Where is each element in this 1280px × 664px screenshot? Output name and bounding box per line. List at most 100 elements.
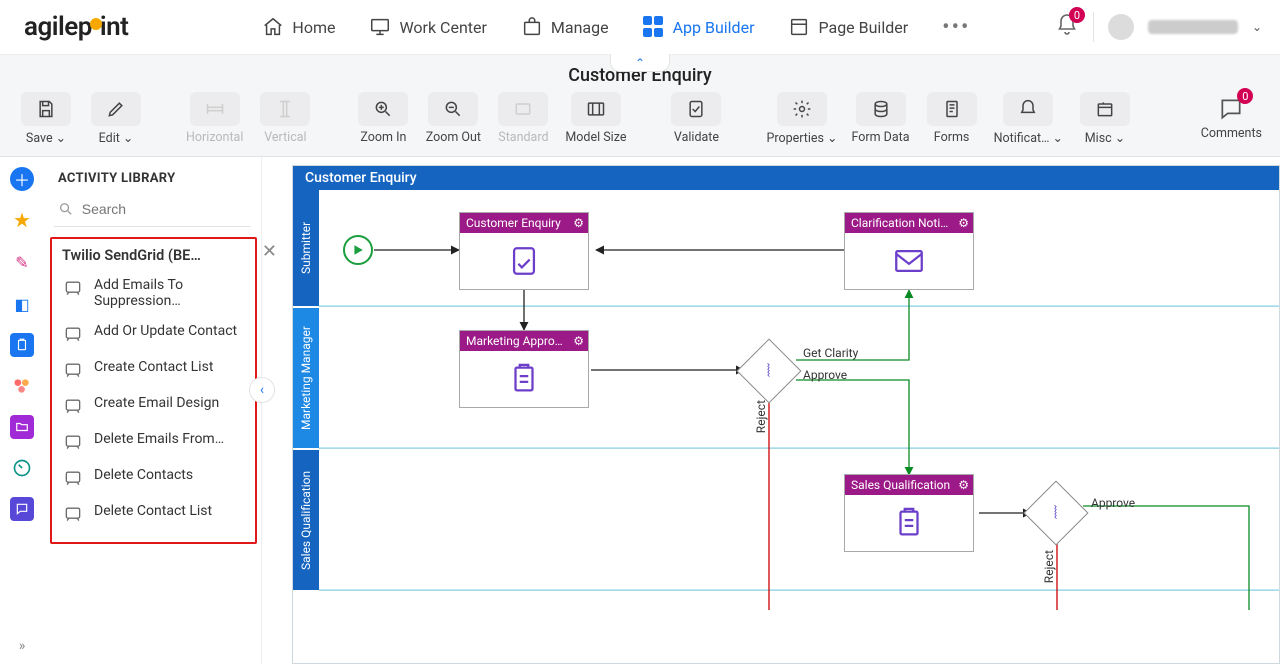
toolbar-notifications[interactable]: Notificat…⌄ [994, 92, 1063, 146]
nav-home[interactable]: Home [248, 10, 349, 44]
activity-item[interactable]: Delete Emails From… [60, 424, 247, 460]
activity-group-title: Twilio SendGrid (BE… [60, 247, 247, 264]
activity-item[interactable]: Add Or Update Contact [60, 316, 247, 352]
divider [1093, 12, 1094, 42]
lane-marketing[interactable]: Marketing Manager [293, 308, 319, 448]
toolbar-comments[interactable]: 0 Comments [1201, 92, 1262, 141]
toolbar-standard-label: Standard [498, 130, 548, 145]
toolbar-model-size[interactable]: Model Size [565, 92, 626, 145]
toolbar-form-data[interactable]: Form Data [851, 92, 909, 145]
gear-icon[interactable]: ⚙ [573, 334, 584, 348]
toolbar-edit[interactable]: Edit⌄ [88, 92, 144, 146]
rail-process[interactable]: ◧ [9, 291, 35, 317]
rail-favorites[interactable]: ★ [9, 207, 35, 233]
toolbar-horizontal[interactable]: Horizontal [186, 92, 243, 145]
activity-icon [62, 323, 84, 345]
rail-add[interactable]: ＋ [10, 167, 34, 191]
node-customer-enquiry[interactable]: Customer Enquiry⚙ [459, 212, 589, 290]
activity-group: ✕ Twilio SendGrid (BE… Add Emails To Sup… [50, 237, 257, 544]
chevron-down-icon: ⌄ [1115, 130, 1125, 146]
toolbar-standard[interactable]: Standard [495, 92, 551, 145]
toolbar-validate[interactable]: Validate [668, 92, 724, 145]
activity-item-label: Delete Emails From… [94, 431, 224, 447]
activity-item-label: Add Emails To Suppression… [94, 277, 245, 309]
gateway-2[interactable]: ⦚ [1023, 480, 1088, 545]
rail-shapes[interactable] [9, 373, 35, 399]
edge-get-clarity: Get Clarity [803, 346, 858, 360]
activity-item[interactable]: Delete Contacts [60, 460, 247, 496]
activity-item-label: Add Or Update Contact [94, 323, 237, 339]
brand-logo: agilepint [24, 12, 128, 42]
rail-clipboard[interactable] [10, 333, 34, 357]
toolbar-save[interactable]: Save⌄ [18, 92, 74, 146]
rail-chat[interactable] [10, 497, 34, 521]
process-canvas[interactable]: Customer Enquiry Submitter Marketing Man… [292, 165, 1280, 664]
canvas-wrap: Customer Enquiry Submitter Marketing Man… [262, 157, 1280, 664]
apps-icon [643, 16, 665, 38]
lane-sales[interactable]: Sales Qualification [293, 450, 319, 590]
activity-item[interactable]: Add Emails To Suppression… [60, 270, 247, 316]
toolbar-zoom-in-label: Zoom In [360, 130, 406, 145]
toolbar-horizontal-label: Horizontal [186, 130, 243, 145]
rail-edit[interactable]: ✎ [9, 249, 35, 275]
nav-app-builder-label: App Builder [673, 18, 755, 37]
toolbar-form-data-label: Form Data [851, 130, 909, 145]
rail-folder[interactable] [10, 415, 34, 439]
lane-submitter[interactable]: Submitter [293, 190, 319, 306]
activity-item[interactable]: Create Email Design [60, 388, 247, 424]
nav-manage[interactable]: Manage [507, 10, 623, 44]
activity-search-input[interactable] [82, 201, 247, 217]
gateway-1[interactable]: ⦚ [736, 338, 801, 403]
toolbar-comments-label: Comments [1201, 126, 1262, 141]
user-avatar[interactable] [1108, 14, 1134, 40]
top-nav: agilepint Home Work Center Manage App Bu… [0, 0, 1280, 55]
node-marketing-approval[interactable]: Marketing Approval⚙ [459, 330, 589, 408]
user-menu-caret[interactable]: ⌄ [1252, 20, 1262, 34]
rail-analytics[interactable] [9, 455, 35, 481]
nav-page-builder[interactable]: Page Builder [774, 10, 922, 44]
nav-more[interactable]: ••• [928, 15, 984, 40]
toolbar-zoom-out-label: Zoom Out [426, 130, 481, 145]
nav-work-center[interactable]: Work Center [355, 10, 500, 44]
toolbar-vertical[interactable]: Vertical [257, 92, 313, 145]
node-sales-qualification-title: Sales Qualification [851, 478, 950, 492]
activity-item[interactable]: Create Contact List [60, 352, 247, 388]
node-clarification-title: Clarification Notifi… [851, 216, 955, 230]
edge-reject-2: Reject [1042, 550, 1056, 583]
toolbar-validate-label: Validate [674, 130, 719, 145]
toolbar-properties[interactable]: Properties⌄ [766, 92, 837, 146]
toolbar-zoom-in[interactable]: Zoom In [355, 92, 411, 145]
gear-icon[interactable]: ⚙ [573, 216, 584, 230]
nav-app-builder[interactable]: App Builder [629, 10, 769, 44]
secondary-bar: ⌃ Customer Enquiry Save⌄ Edit⌄ Horizonta… [0, 55, 1280, 157]
activity-search[interactable] [54, 196, 251, 227]
toolbar-misc[interactable]: Misc⌄ [1077, 92, 1133, 146]
notifications-button[interactable]: 0 [1055, 13, 1079, 41]
edge-approve-2: Approve [1091, 496, 1135, 510]
gear-icon[interactable]: ⚙ [958, 478, 969, 492]
chevron-down-icon: ⌄ [827, 130, 837, 146]
edge-approve: Approve [803, 368, 847, 382]
chevron-down-icon: ⌄ [1052, 130, 1062, 146]
collapse-topbar[interactable]: ⌃ [610, 54, 670, 72]
start-event[interactable] [343, 235, 373, 265]
gear-icon[interactable]: ⚙ [958, 216, 969, 230]
activity-icon [62, 503, 84, 525]
toolbar-misc-label: Misc [1085, 131, 1112, 146]
toolbar: Save⌄ Edit⌄ Horizontal Vertical Zoom In [0, 92, 1280, 156]
edge-reject: Reject [754, 400, 768, 433]
activity-item-label: Create Email Design [94, 395, 219, 411]
toolbar-zoom-out[interactable]: Zoom Out [425, 92, 481, 145]
toolbar-forms[interactable]: Forms [924, 92, 980, 145]
node-sales-qualification[interactable]: Sales Qualification ⚙ [844, 474, 974, 552]
comments-badge: 0 [1237, 88, 1253, 104]
nav-right: 0 ⌄ [1055, 12, 1262, 42]
rail-expand[interactable]: » [19, 638, 26, 654]
activity-item-label: Delete Contact List [94, 503, 212, 519]
node-marketing-approval-title: Marketing Approval [466, 334, 570, 348]
chevron-down-icon: ⌄ [123, 130, 133, 146]
activity-icon [62, 431, 84, 453]
node-clarification[interactable]: Clarification Notifi…⚙ [844, 212, 974, 290]
toolbar-edit-label: Edit [99, 131, 120, 146]
activity-item[interactable]: Delete Contact List [60, 496, 247, 532]
